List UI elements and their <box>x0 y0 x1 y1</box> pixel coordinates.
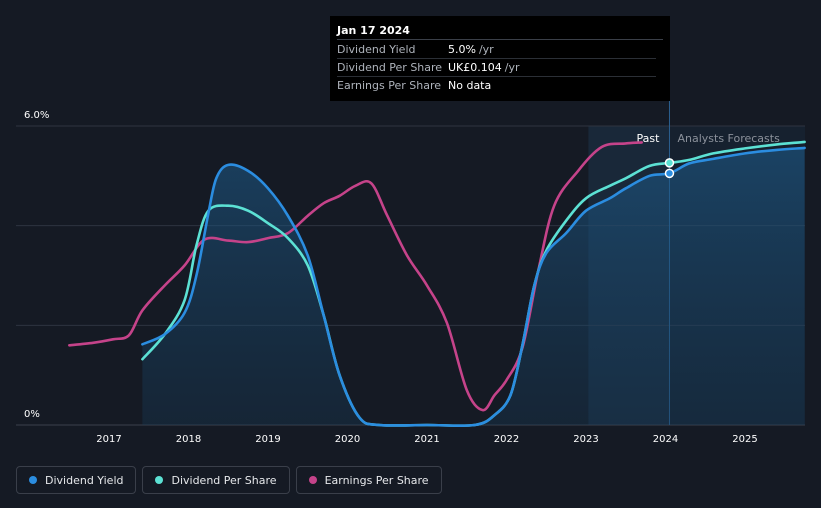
x-tick-label: 2024 <box>653 434 678 445</box>
chart-legend: Dividend Yield Dividend Per Share Earnin… <box>16 466 442 494</box>
legend-dividend-per-share[interactable]: Dividend Per Share <box>142 466 290 494</box>
legend-dot-icon <box>308 476 317 484</box>
dividend-per-share-marker <box>664 158 675 168</box>
tooltip-unit: /yr <box>478 43 494 56</box>
tooltip-value: 5.0% <box>448 43 476 56</box>
x-tick-label: 2022 <box>494 434 519 445</box>
y-tick-label: 0% <box>24 409 40 420</box>
tooltip-value: No data <box>448 79 492 92</box>
legend-dot-icon <box>155 476 164 484</box>
tooltip-date: Jan 17 2024 <box>337 22 663 40</box>
tooltip-unit: /yr <box>504 61 520 74</box>
x-tick-label: 2021 <box>414 434 439 445</box>
dividend-yield-line <box>141 146 806 428</box>
legend-label: Dividend Yield <box>45 473 124 487</box>
x-tick-label: 2020 <box>335 434 360 445</box>
tooltip-row-dividend-yield: Dividend Yield 5.0%/yr <box>337 41 656 59</box>
legend-label: Earnings Per Share <box>324 473 429 487</box>
dividend-chart: 6.0% 0% 2017 2018 2019 2020 2021 2022 2023 2024 20… <box>16 100 806 445</box>
x-tick-label: 2019 <box>255 434 280 445</box>
tooltip-value: UK£0.104 <box>448 61 502 74</box>
legend-dot-icon <box>29 476 37 484</box>
x-tick-label: 2025 <box>732 434 757 445</box>
x-tick-label: 2018 <box>176 434 201 445</box>
tooltip-row-earnings-per-share: Earnings Per Share No data <box>337 77 656 94</box>
dividend-yield-marker <box>664 168 675 179</box>
dividend-yield-area <box>142 147 805 426</box>
tooltip-label: Earnings Per Share <box>337 79 442 92</box>
tooltip-row-dividend-per-share: Dividend Per Share UK£0.104/yr <box>337 59 656 77</box>
tooltip-label: Dividend Per Share <box>337 61 443 74</box>
x-tick-label: 2017 <box>96 434 121 445</box>
chart-tooltip: Jan 17 2024 Dividend Yield 5.0%/yr Divid… <box>330 16 670 101</box>
tooltip-label: Dividend Yield <box>337 43 416 56</box>
legend-label: Dividend Per Share <box>171 473 277 487</box>
legend-dividend-yield[interactable]: Dividend Yield <box>16 466 137 494</box>
x-tick-label: 2023 <box>573 434 598 445</box>
y-tick-label: 6.0% <box>24 110 49 121</box>
forecast-label: Analysts Forecasts <box>677 132 780 145</box>
legend-earnings-per-share[interactable]: Earnings Per Share <box>295 466 442 494</box>
